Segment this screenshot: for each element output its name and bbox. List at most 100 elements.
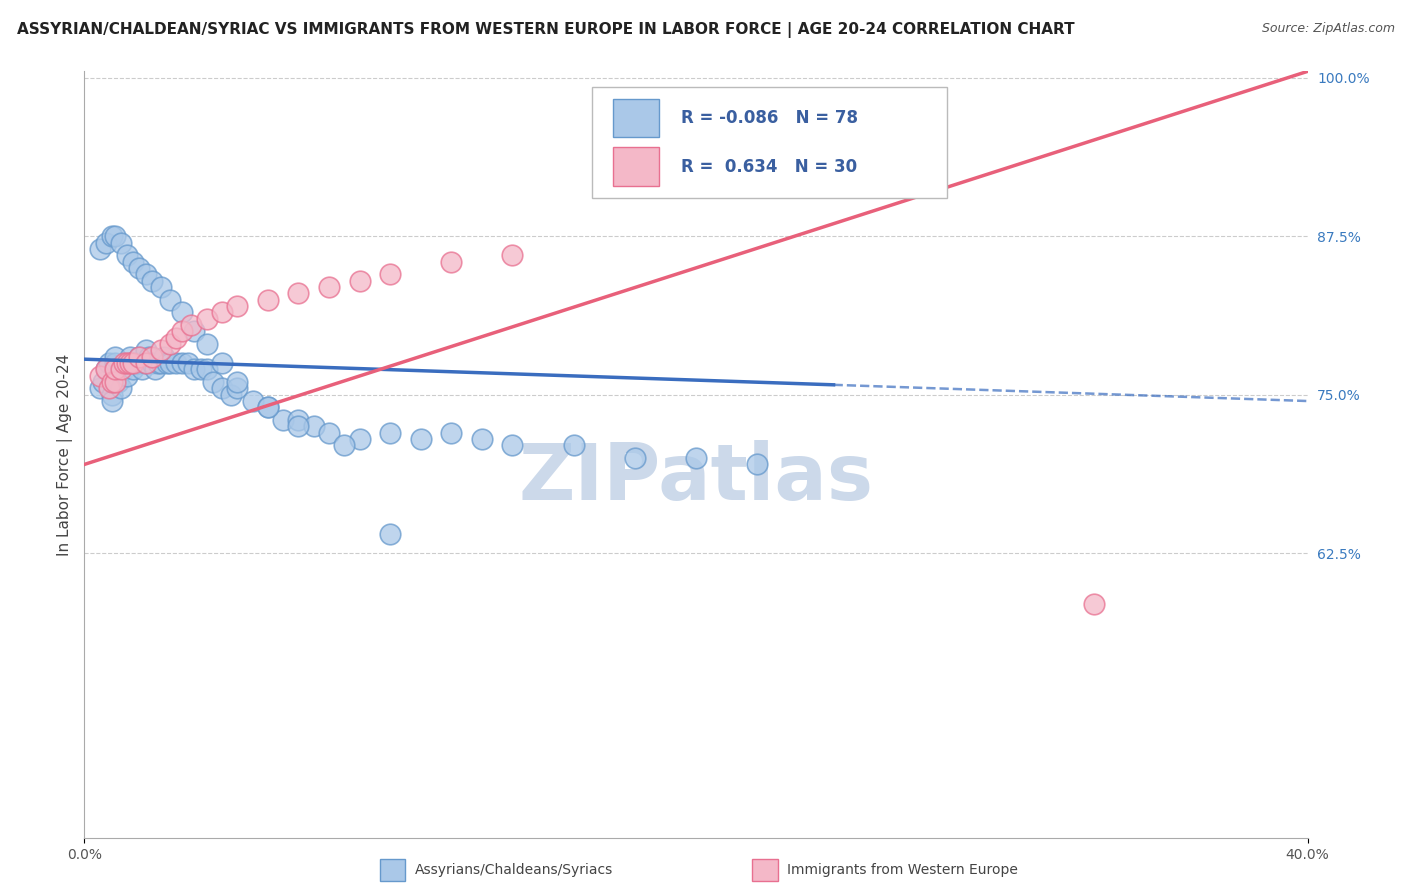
Point bbox=[115, 368, 138, 383]
Text: Source: ZipAtlas.com: Source: ZipAtlas.com bbox=[1261, 22, 1395, 36]
Point bbox=[624, 451, 647, 466]
Point bbox=[172, 324, 194, 338]
Point bbox=[302, 419, 325, 434]
Point bbox=[201, 375, 224, 389]
Point bbox=[183, 362, 205, 376]
Point bbox=[128, 356, 150, 370]
Point bbox=[138, 350, 160, 364]
Point bbox=[146, 356, 169, 370]
Point bbox=[110, 381, 132, 395]
Point bbox=[287, 419, 309, 434]
Point bbox=[318, 425, 340, 440]
Point bbox=[159, 356, 181, 370]
Point bbox=[122, 356, 145, 370]
Point bbox=[349, 274, 371, 288]
Point bbox=[502, 438, 524, 452]
Point bbox=[143, 362, 166, 376]
Point bbox=[380, 527, 402, 541]
Text: R = -0.086   N = 78: R = -0.086 N = 78 bbox=[682, 109, 858, 127]
Text: ASSYRIAN/CHALDEAN/SYRIAC VS IMMIGRANTS FROM WESTERN EUROPE IN LABOR FORCE | AGE : ASSYRIAN/CHALDEAN/SYRIAC VS IMMIGRANTS F… bbox=[17, 22, 1074, 38]
Point bbox=[471, 432, 494, 446]
Point bbox=[172, 356, 194, 370]
Point bbox=[104, 350, 127, 364]
Point bbox=[122, 362, 145, 376]
Point bbox=[107, 375, 129, 389]
Point bbox=[112, 362, 135, 376]
Point bbox=[101, 229, 124, 244]
Point bbox=[349, 432, 371, 446]
Point bbox=[190, 362, 212, 376]
Point bbox=[104, 229, 127, 244]
Point bbox=[89, 381, 111, 395]
Point bbox=[91, 375, 114, 389]
Point bbox=[104, 368, 127, 383]
Point bbox=[110, 235, 132, 250]
Point bbox=[180, 318, 202, 332]
Point bbox=[685, 451, 707, 466]
Point bbox=[159, 337, 181, 351]
Point bbox=[128, 260, 150, 275]
Point bbox=[219, 387, 242, 401]
Point bbox=[112, 356, 135, 370]
Point bbox=[149, 343, 172, 358]
Point bbox=[165, 356, 187, 370]
Point bbox=[135, 356, 157, 370]
Point bbox=[159, 293, 181, 307]
Point bbox=[128, 350, 150, 364]
Point bbox=[318, 280, 340, 294]
Point bbox=[1083, 597, 1105, 611]
Point bbox=[562, 438, 585, 452]
Point bbox=[104, 375, 127, 389]
Point bbox=[104, 362, 127, 376]
Point bbox=[242, 394, 264, 409]
Point bbox=[149, 356, 172, 370]
Point bbox=[747, 458, 769, 472]
Point bbox=[89, 368, 111, 383]
Point bbox=[183, 324, 205, 338]
Point bbox=[104, 356, 127, 370]
Point bbox=[97, 381, 120, 395]
Point bbox=[135, 356, 157, 370]
Point bbox=[110, 362, 132, 376]
Point bbox=[502, 248, 524, 262]
Point bbox=[89, 242, 111, 256]
Point bbox=[120, 356, 142, 370]
Point bbox=[141, 350, 163, 364]
Point bbox=[128, 350, 150, 364]
Point bbox=[120, 350, 142, 364]
Point bbox=[115, 356, 138, 370]
Point bbox=[101, 375, 124, 389]
Point bbox=[97, 356, 120, 370]
Point bbox=[287, 413, 309, 427]
Point bbox=[156, 356, 179, 370]
Text: ZIPatlas: ZIPatlas bbox=[519, 440, 873, 516]
Point bbox=[195, 337, 218, 351]
FancyBboxPatch shape bbox=[613, 147, 659, 186]
Point bbox=[135, 267, 157, 281]
Point bbox=[141, 356, 163, 370]
Point bbox=[131, 362, 153, 376]
Point bbox=[122, 254, 145, 268]
Point bbox=[135, 343, 157, 358]
Point bbox=[115, 248, 138, 262]
Point bbox=[226, 299, 249, 313]
Point bbox=[195, 311, 218, 326]
Point bbox=[94, 362, 117, 376]
Point bbox=[101, 394, 124, 409]
Point bbox=[440, 425, 463, 440]
Point bbox=[153, 350, 176, 364]
Point bbox=[211, 305, 233, 319]
Point bbox=[226, 375, 249, 389]
Point bbox=[257, 401, 280, 415]
Point bbox=[101, 387, 124, 401]
Point bbox=[104, 362, 127, 376]
Point bbox=[165, 331, 187, 345]
Point bbox=[120, 356, 142, 370]
Point bbox=[226, 381, 249, 395]
Point bbox=[172, 305, 194, 319]
Point bbox=[149, 280, 172, 294]
Text: R =  0.634   N = 30: R = 0.634 N = 30 bbox=[682, 158, 858, 176]
Point bbox=[94, 362, 117, 376]
Point bbox=[380, 267, 402, 281]
Point bbox=[440, 254, 463, 268]
